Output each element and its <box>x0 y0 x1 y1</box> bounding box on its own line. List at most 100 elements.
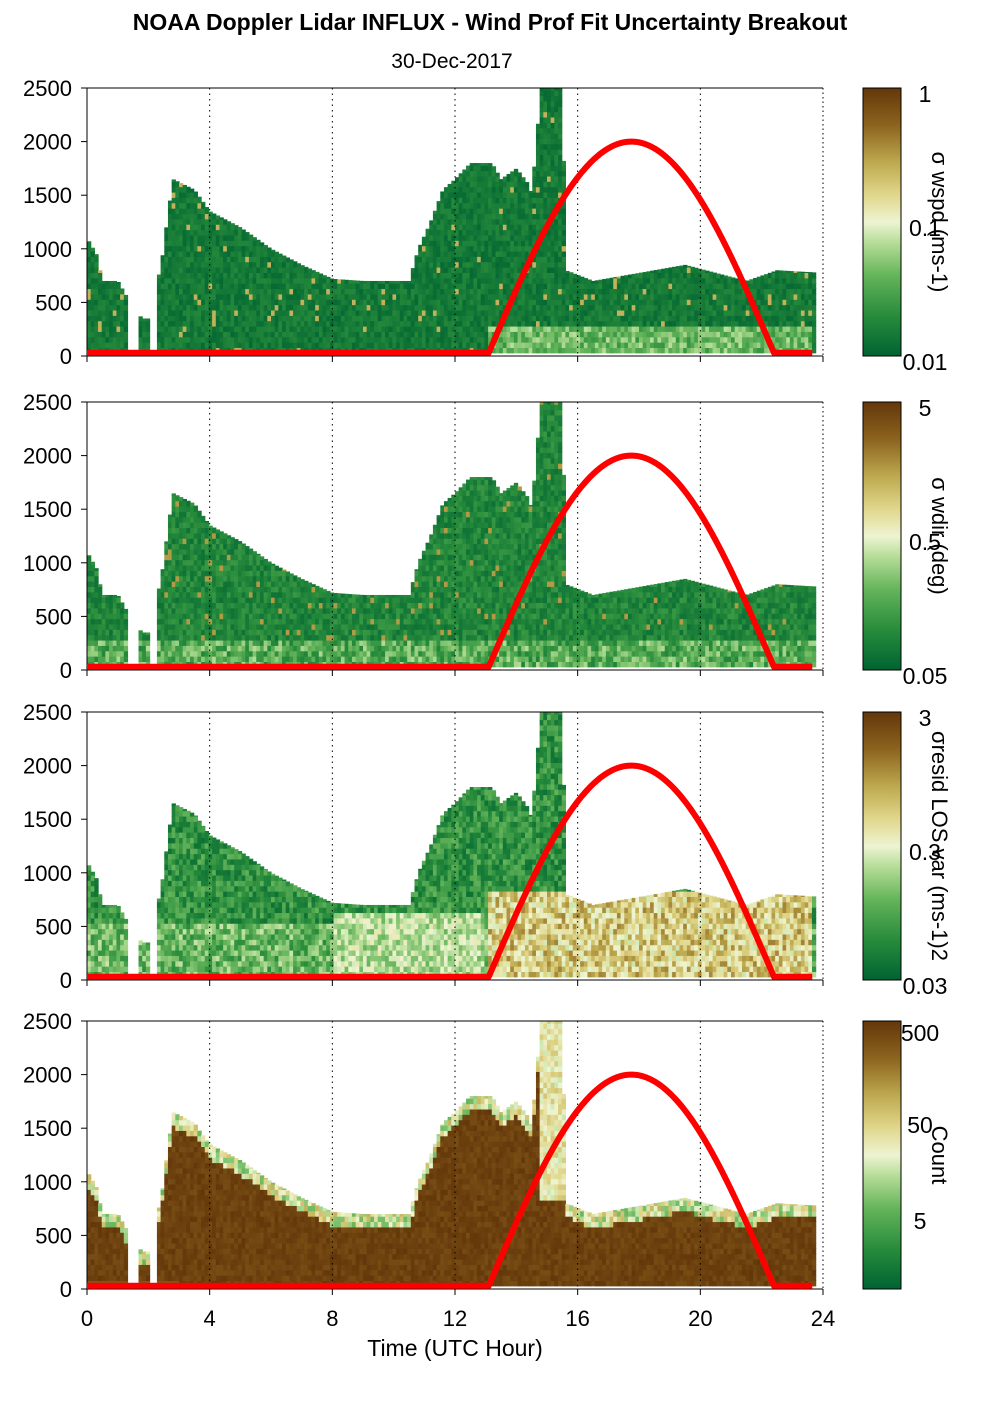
heatmap-cell <box>260 278 264 284</box>
heatmap-cell <box>205 321 209 327</box>
heatmap-cell <box>116 315 120 321</box>
heatmap-cell <box>381 288 385 294</box>
heatmap-cell <box>632 294 636 300</box>
heatmap-cell <box>304 331 308 337</box>
heatmap-cell <box>437 219 441 225</box>
heatmap-cell <box>562 331 566 337</box>
heatmap-cell <box>231 602 235 608</box>
heatmap-cell <box>186 278 190 284</box>
heatmap-cell <box>676 326 680 332</box>
heatmap-cell <box>201 326 205 332</box>
heatmap-cell <box>599 280 603 284</box>
heatmap-cell <box>157 608 161 614</box>
heatmap-cell <box>219 533 223 539</box>
heatmap-cell <box>113 602 117 608</box>
heatmap-cell <box>363 294 367 300</box>
heatmap-cell <box>201 549 205 555</box>
heatmap-cell <box>227 272 231 278</box>
heatmap-cell <box>164 651 168 657</box>
heatmap-cell <box>650 283 654 289</box>
heatmap-cell <box>223 656 227 662</box>
heatmap-cell <box>753 321 757 327</box>
heatmap-cell <box>536 224 540 230</box>
heatmap-cell <box>794 310 798 316</box>
heatmap-cell <box>102 283 106 289</box>
heatmap-cell <box>139 640 143 646</box>
heatmap-cell <box>175 326 179 332</box>
heatmap-cell <box>113 310 117 316</box>
heatmap-cell <box>212 283 216 289</box>
heatmap-cell <box>536 256 540 262</box>
heatmap-cell <box>801 288 805 294</box>
heatmap-cell <box>624 321 628 327</box>
heatmap-cell <box>495 230 499 236</box>
heatmap-cell <box>657 283 661 289</box>
heatmap-cell <box>94 256 98 262</box>
heatmap-cell <box>547 122 551 128</box>
heatmap-cell <box>462 272 466 278</box>
heatmap-cell <box>91 288 95 294</box>
heatmap-cell <box>124 635 128 641</box>
heatmap-cell <box>175 586 179 592</box>
heatmap-cell <box>599 299 603 305</box>
heatmap-cell <box>507 174 511 177</box>
heatmap-cell <box>275 337 279 343</box>
heatmap-cell <box>514 326 518 332</box>
heatmap-cell <box>462 342 466 348</box>
heatmap-cell <box>646 337 650 343</box>
heatmap-cell <box>212 608 216 614</box>
heatmap-cell <box>455 197 459 203</box>
heatmap-cell <box>587 283 591 289</box>
heatmap-cell <box>227 299 231 305</box>
heatmap-cell <box>565 271 569 273</box>
heatmap-cell <box>462 337 466 343</box>
heatmap-cell <box>311 272 315 278</box>
heatmap-cell <box>249 256 253 262</box>
heatmap-cell <box>613 326 617 332</box>
heatmap-cell <box>610 288 614 294</box>
heatmap-cell <box>668 321 672 327</box>
heatmap-cell <box>444 213 448 219</box>
heatmap-cell <box>194 570 198 576</box>
heatmap-cell <box>161 267 165 273</box>
heatmap-cell <box>646 271 650 273</box>
heatmap-cell <box>91 629 95 635</box>
heatmap-cell <box>297 305 301 311</box>
heatmap-cell <box>216 529 220 533</box>
heatmap-cell <box>683 337 687 343</box>
heatmap-cell <box>164 576 168 582</box>
heatmap-cell <box>157 275 161 279</box>
heatmap-cell <box>459 187 463 193</box>
heatmap-cell <box>488 310 492 316</box>
heatmap-cell <box>87 640 91 646</box>
heatmap-cell <box>650 342 654 348</box>
heatmap-cell <box>231 223 235 225</box>
heatmap-cell <box>514 267 518 273</box>
heatmap-cell <box>205 656 209 662</box>
heatmap-cell <box>183 262 187 268</box>
heatmap-cell <box>444 240 448 246</box>
heatmap-cell <box>470 251 474 257</box>
heatmap-cell <box>705 315 709 321</box>
heatmap-cell <box>168 310 172 316</box>
heatmap-cell <box>98 597 102 603</box>
heatmap-cell <box>120 635 124 641</box>
heatmap-cell <box>632 283 636 289</box>
heatmap-cell <box>433 272 437 278</box>
heatmap-cell <box>470 294 474 300</box>
heatmap-cell <box>308 310 312 316</box>
heatmap-cell <box>495 288 499 294</box>
heatmap-cell <box>694 326 698 332</box>
heatmap-cell <box>201 608 205 614</box>
heatmap-cell <box>779 299 783 305</box>
heatmap-cell <box>562 208 566 214</box>
heatmap-cell <box>794 315 798 321</box>
heatmap-cell <box>227 544 231 550</box>
heatmap-cell <box>661 342 665 348</box>
heatmap-cell <box>466 326 470 332</box>
heatmap-cell <box>507 203 511 209</box>
heatmap-cell <box>547 283 551 289</box>
heatmap-cell <box>201 278 205 284</box>
heatmap-cell <box>657 347 661 353</box>
heatmap-cell <box>731 278 735 284</box>
